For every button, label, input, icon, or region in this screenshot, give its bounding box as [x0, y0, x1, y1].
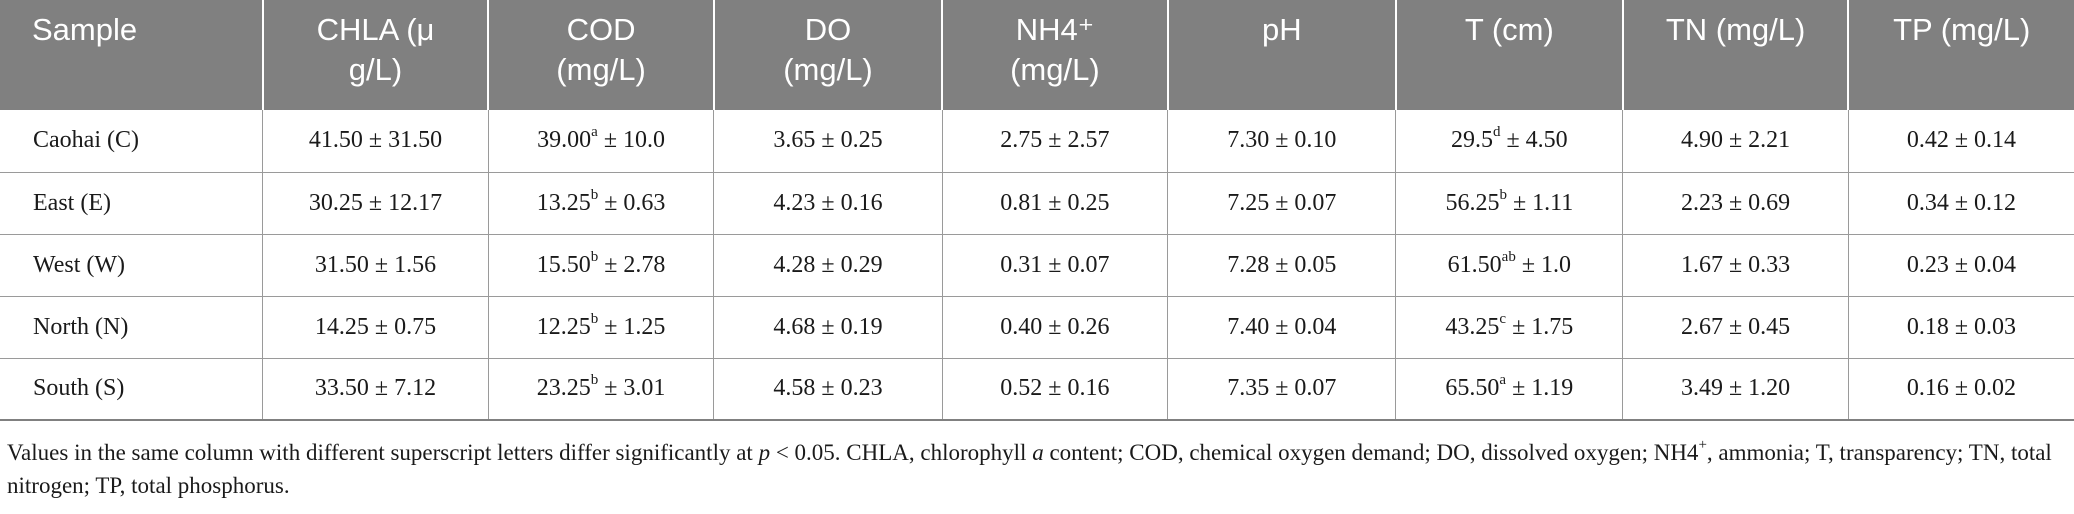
table-footnote: Values in the same column with different… — [7, 437, 2052, 498]
table-row: North (N) 14.25 ± 0.75 12.25b ± 1.25 4.6… — [0, 296, 2074, 359]
cell-ph: 7.35 ± 0.07 — [1167, 358, 1397, 421]
cell-chla: 30.25 ± 12.17 — [262, 172, 489, 235]
cell-nh4: 2.75 ± 2.57 — [942, 110, 1169, 173]
header-tp: TP (mg/L) — [1848, 0, 2074, 110]
table-row: East (E) 30.25 ± 12.17 13.25b ± 0.63 4.2… — [0, 172, 2074, 235]
header-tn: TN (mg/L) — [1622, 0, 1850, 110]
header-t: T (cm) — [1395, 0, 1624, 110]
cell-t: 43.25c ± 1.75 — [1395, 296, 1624, 359]
header-sample: Sample — [0, 0, 264, 110]
cell-do: 4.58 ± 0.23 — [713, 358, 943, 421]
header-ph: pH — [1167, 0, 1397, 110]
cell-tn: 1.67 ± 0.33 — [1622, 234, 1849, 297]
water-quality-table: Sample CHLA (μ g/L) COD (mg/L) DO (mg/L) NH… — [0, 0, 2074, 421]
header-cod: COD (mg/L) — [488, 0, 715, 110]
cell-tp: 0.34 ± 0.12 — [1848, 172, 2074, 235]
cell-t: 65.50a ± 1.19 — [1395, 358, 1624, 421]
table-row: Caohai (C) 41.50 ± 31.50 39.00a ± 10.0 3… — [0, 110, 2074, 173]
cell-tp: 0.42 ± 0.14 — [1848, 110, 2074, 173]
cell-t: 56.25b ± 1.11 — [1395, 172, 1624, 235]
cell-cod: 13.25b ± 0.63 — [488, 172, 715, 235]
cell-nh4: 0.40 ± 0.26 — [942, 296, 1169, 359]
cell-ph: 7.25 ± 0.07 — [1167, 172, 1397, 235]
table-header: Sample CHLA (μ g/L) COD (mg/L) DO (mg/L) NH… — [0, 0, 2074, 110]
cell-do: 4.28 ± 0.29 — [713, 234, 943, 297]
cell-cod: 12.25b ± 1.25 — [488, 296, 715, 359]
cell-do: 3.65 ± 0.25 — [713, 110, 943, 173]
cell-sample: South (S) — [0, 358, 264, 421]
cell-chla: 41.50 ± 31.50 — [262, 110, 489, 173]
cell-sample: East (E) — [0, 172, 264, 235]
cell-sample: Caohai (C) — [0, 110, 264, 173]
table-row: South (S) 33.50 ± 7.12 23.25b ± 3.01 4.5… — [0, 358, 2074, 421]
header-row: Sample CHLA (μ g/L) COD (mg/L) DO (mg/L) NH… — [0, 0, 2074, 110]
cell-do: 4.23 ± 0.16 — [713, 172, 943, 235]
cell-t: 61.50ab ± 1.0 — [1395, 234, 1624, 297]
cell-tp: 0.16 ± 0.02 — [1848, 358, 2074, 421]
cell-do: 4.68 ± 0.19 — [713, 296, 943, 359]
cell-tn: 3.49 ± 1.20 — [1622, 358, 1849, 421]
cell-tp: 0.18 ± 0.03 — [1848, 296, 2074, 359]
cell-tn: 2.23 ± 0.69 — [1622, 172, 1849, 235]
cell-sample: West (W) — [0, 234, 264, 297]
header-nh4: NH4⁺ (mg/L) — [942, 0, 1169, 110]
cell-tn: 4.90 ± 2.21 — [1622, 110, 1849, 173]
cell-chla: 14.25 ± 0.75 — [262, 296, 489, 359]
cell-tn: 2.67 ± 0.45 — [1622, 296, 1849, 359]
cell-nh4: 0.31 ± 0.07 — [942, 234, 1169, 297]
cell-ph: 7.30 ± 0.10 — [1167, 110, 1397, 173]
cell-chla: 33.50 ± 7.12 — [262, 358, 489, 421]
cell-ph: 7.40 ± 0.04 — [1167, 296, 1397, 359]
header-chla: CHLA (μ g/L) — [262, 0, 490, 110]
cell-cod: 15.50b ± 2.78 — [488, 234, 715, 297]
cell-ph: 7.28 ± 0.05 — [1167, 234, 1397, 297]
table-row: West (W) 31.50 ± 1.56 15.50b ± 2.78 4.28… — [0, 234, 2074, 297]
cell-chla: 31.50 ± 1.56 — [262, 234, 489, 297]
cell-nh4: 0.81 ± 0.25 — [942, 172, 1169, 235]
cell-t: 29.5d ± 4.50 — [1395, 110, 1624, 173]
cell-sample: North (N) — [0, 296, 264, 359]
cell-cod: 23.25b ± 3.01 — [488, 358, 715, 421]
cell-tp: 0.23 ± 0.04 — [1848, 234, 2074, 297]
cell-cod: 39.00a ± 10.0 — [488, 110, 715, 173]
table-body: Caohai (C) 41.50 ± 31.50 39.00a ± 10.0 3… — [0, 110, 2074, 421]
header-do: DO (mg/L) — [713, 0, 944, 110]
cell-nh4: 0.52 ± 0.16 — [942, 358, 1169, 421]
